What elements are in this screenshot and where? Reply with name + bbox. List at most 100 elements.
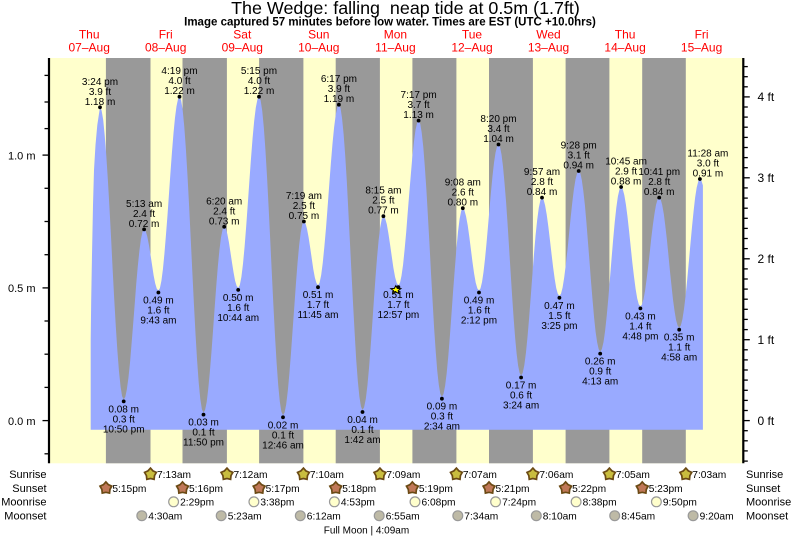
svg-text:6:20 am: 6:20 am — [206, 196, 242, 207]
svg-text:0.91 m: 0.91 m — [693, 169, 724, 180]
svg-text:Moonrise: Moonrise — [1, 497, 46, 509]
svg-text:1.13 m: 1.13 m — [403, 110, 434, 121]
svg-text:11:50 pm: 11:50 pm — [183, 438, 224, 449]
svg-text:5:23am: 5:23am — [228, 512, 262, 523]
svg-text:8:20 pm: 8:20 pm — [480, 114, 516, 125]
svg-text:3.9 ft: 3.9 ft — [89, 87, 111, 98]
svg-text:0.1 ft: 0.1 ft — [351, 425, 373, 436]
svg-text:7:13am: 7:13am — [157, 470, 191, 481]
svg-text:1.19 m: 1.19 m — [324, 94, 355, 105]
svg-text:5:22pm: 5:22pm — [572, 484, 606, 495]
svg-text:5:21pm: 5:21pm — [496, 484, 530, 495]
svg-text:Moonset: Moonset — [4, 511, 46, 523]
svg-text:3:24 am: 3:24 am — [503, 401, 539, 412]
svg-text:0.1 ft: 0.1 ft — [272, 430, 294, 441]
svg-text:4:53pm: 4:53pm — [341, 498, 375, 509]
svg-text:3.0 ft: 3.0 ft — [697, 159, 719, 170]
svg-text:6:08pm: 6:08pm — [422, 498, 456, 509]
svg-text:0.9 ft: 0.9 ft — [589, 367, 611, 378]
svg-text:0.04 m: 0.04 m — [347, 415, 378, 426]
svg-text:Fri: Fri — [695, 28, 709, 42]
svg-text:2.4 ft: 2.4 ft — [133, 209, 155, 220]
svg-text:Tue: Tue — [462, 28, 483, 42]
svg-text:Thu: Thu — [79, 28, 100, 42]
svg-text:7:24pm: 7:24pm — [502, 498, 536, 509]
svg-text:7:05am: 7:05am — [616, 470, 650, 481]
svg-text:Thu: Thu — [615, 28, 636, 42]
svg-text:10:41 pm: 10:41 pm — [638, 167, 680, 178]
svg-text:5:17pm: 5:17pm — [266, 484, 300, 495]
svg-text:9:08 am: 9:08 am — [445, 178, 481, 189]
svg-text:08–Aug: 08–Aug — [145, 41, 186, 55]
svg-text:0.51 m: 0.51 m — [383, 290, 414, 301]
svg-text:6:55am: 6:55am — [386, 512, 420, 523]
svg-text:09–Aug: 09–Aug — [222, 41, 263, 55]
svg-text:4:58 am: 4:58 am — [661, 353, 697, 364]
svg-text:1:42 am: 1:42 am — [344, 435, 380, 446]
svg-text:11:28 am: 11:28 am — [687, 149, 728, 160]
svg-text:1.6 ft: 1.6 ft — [147, 306, 169, 317]
svg-text:0.80 m: 0.80 m — [448, 198, 479, 209]
svg-text:4:19 pm: 4:19 pm — [161, 66, 197, 77]
svg-text:Moonrise: Moonrise — [746, 497, 791, 509]
svg-text:7:07am: 7:07am — [463, 470, 497, 481]
svg-text:0.6 ft: 0.6 ft — [510, 391, 532, 402]
svg-text:5:18pm: 5:18pm — [342, 484, 376, 495]
svg-text:2.5 ft: 2.5 ft — [372, 196, 394, 207]
svg-text:4:48 pm: 4:48 pm — [622, 331, 658, 342]
svg-text:2.4 ft: 2.4 ft — [213, 206, 235, 217]
svg-text:0.47 m: 0.47 m — [544, 301, 575, 312]
svg-text:5:15pm: 5:15pm — [112, 484, 146, 495]
svg-text:9:20am: 9:20am — [700, 512, 734, 523]
svg-text:1.22 m: 1.22 m — [164, 86, 195, 97]
svg-text:2:12 pm: 2:12 pm — [461, 316, 497, 327]
svg-text:Fri: Fri — [159, 28, 173, 42]
svg-text:5:16pm: 5:16pm — [189, 484, 223, 495]
svg-text:0.72 m: 0.72 m — [129, 219, 160, 230]
svg-text:2.8 ft: 2.8 ft — [648, 177, 670, 188]
svg-text:2.5 ft: 2.5 ft — [293, 201, 315, 212]
svg-text:15–Aug: 15–Aug — [681, 41, 722, 55]
svg-text:4.0 ft: 4.0 ft — [168, 76, 190, 87]
svg-text:1.7 ft: 1.7 ft — [387, 300, 409, 311]
svg-text:Sunrise: Sunrise — [746, 469, 783, 481]
svg-text:0.73 m: 0.73 m — [209, 216, 240, 227]
svg-text:5:23pm: 5:23pm — [649, 484, 683, 495]
svg-text:8:45am: 8:45am — [621, 512, 655, 523]
svg-text:0.84 m: 0.84 m — [527, 187, 558, 198]
svg-text:1.7 ft: 1.7 ft — [307, 300, 329, 311]
svg-text:2:34 am: 2:34 am — [424, 422, 460, 433]
svg-text:Wed: Wed — [536, 28, 560, 42]
svg-text:Sunset: Sunset — [12, 483, 46, 495]
svg-text:0.26 m: 0.26 m — [585, 357, 616, 368]
svg-text:1.22 m: 1.22 m — [244, 86, 275, 97]
svg-text:13–Aug: 13–Aug — [528, 41, 569, 55]
svg-text:10:44 am: 10:44 am — [217, 313, 259, 324]
svg-text:0.77 m: 0.77 m — [368, 206, 399, 217]
svg-text:1.6 ft: 1.6 ft — [468, 306, 490, 317]
svg-text:4 ft: 4 ft — [758, 90, 775, 104]
svg-text:3.9 ft: 3.9 ft — [328, 84, 350, 95]
svg-text:Full Moon | 4:09am: Full Moon | 4:09am — [324, 526, 409, 537]
svg-text:6:12am: 6:12am — [307, 512, 341, 523]
svg-text:1.04 m: 1.04 m — [483, 134, 514, 145]
svg-text:10:50 pm: 10:50 pm — [103, 424, 145, 435]
svg-text:7:03am: 7:03am — [692, 470, 726, 481]
svg-text:0.50 m: 0.50 m — [223, 293, 254, 304]
svg-text:0.75 m: 0.75 m — [289, 211, 320, 222]
svg-text:9:57 am: 9:57 am — [524, 167, 560, 178]
svg-text:0.94 m: 0.94 m — [563, 161, 594, 172]
svg-text:0.51 m: 0.51 m — [303, 290, 334, 301]
svg-text:0.35 m: 0.35 m — [664, 333, 695, 344]
svg-text:Sun: Sun — [308, 28, 329, 42]
svg-text:0 ft: 0 ft — [758, 414, 775, 428]
svg-text:1.1 ft: 1.1 ft — [668, 343, 690, 354]
svg-text:8:15 am: 8:15 am — [365, 186, 401, 197]
svg-text:9:50pm: 9:50pm — [663, 498, 697, 509]
svg-text:0.88 m: 0.88 m — [611, 177, 642, 188]
svg-text:0.17 m: 0.17 m — [506, 381, 537, 392]
svg-text:7:34am: 7:34am — [464, 512, 498, 523]
svg-text:6:17 pm: 6:17 pm — [321, 74, 357, 85]
svg-text:Sunset: Sunset — [746, 483, 780, 495]
svg-text:1.6 ft: 1.6 ft — [227, 303, 249, 314]
